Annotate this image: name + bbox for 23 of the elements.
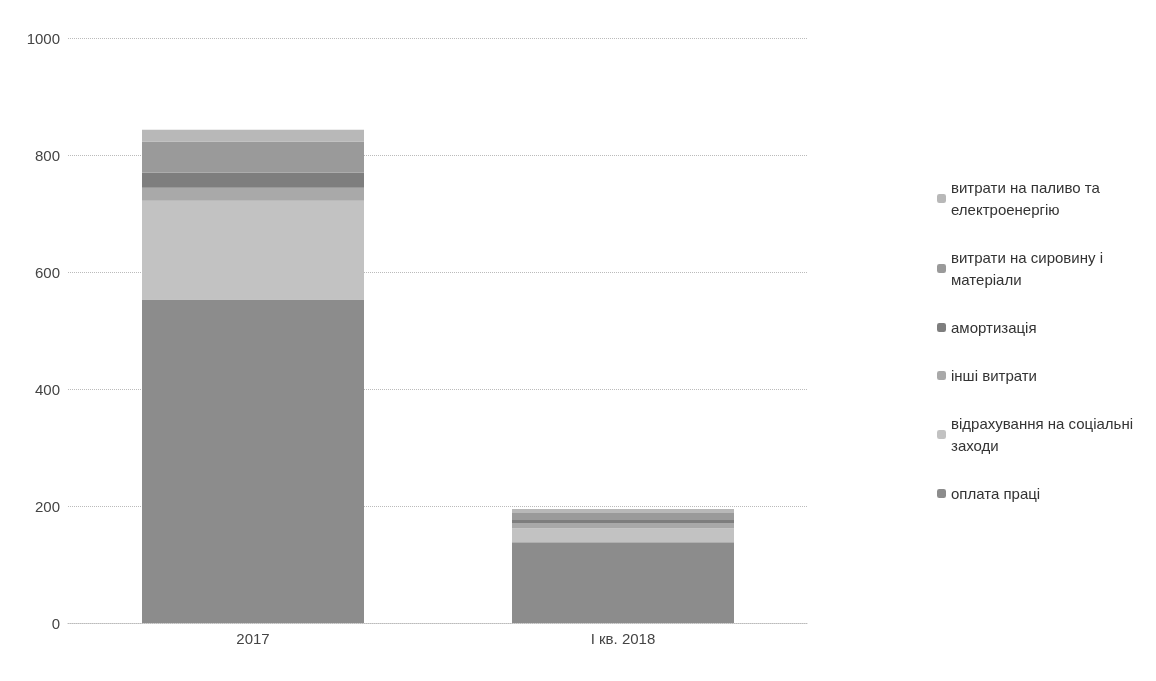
x-tick-label: 2017: [236, 630, 270, 647]
bar: [142, 172, 364, 188]
y-tick-label: 0: [51, 614, 60, 632]
bar: [512, 528, 734, 543]
y-tick-label: 1000: [26, 29, 60, 47]
y-tick-label: 200: [34, 497, 60, 515]
bar: [142, 129, 364, 142]
legend-label: інші витрати: [951, 367, 1037, 384]
legend-label: витрати на паливо та електроенергію: [951, 179, 1101, 218]
bar: [142, 141, 364, 173]
x-tick-label: I кв. 2018: [590, 630, 656, 647]
y-tick-label: 600: [34, 263, 60, 281]
bar: [142, 299, 364, 623]
bar: [512, 508, 734, 514]
bar: [142, 187, 364, 201]
legend-label: відрахування на соціальні заходи: [951, 415, 1134, 454]
y-tick-label: 800: [34, 146, 60, 164]
legend-label: амортизація: [951, 319, 1037, 336]
legend-label: оплата праці: [951, 485, 1041, 502]
bar: [512, 513, 734, 521]
legend-label: витрати на сировину і матеріали: [951, 249, 1103, 288]
y-tick-label: 400: [34, 380, 60, 398]
bar: [512, 542, 734, 623]
